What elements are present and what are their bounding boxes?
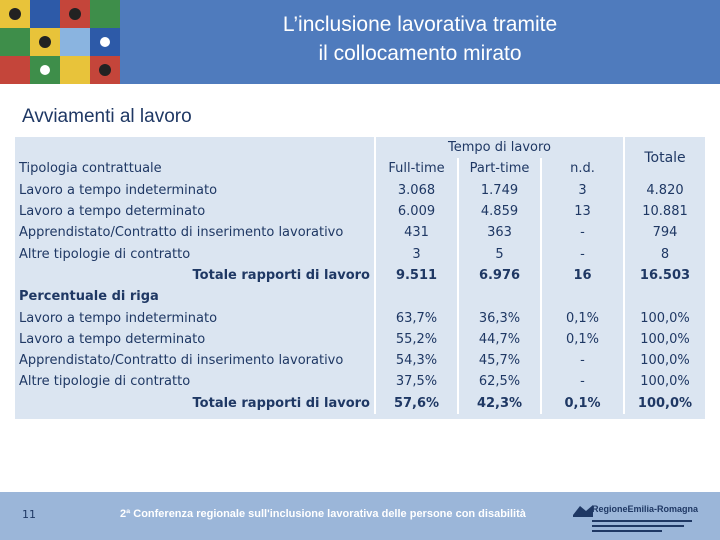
title-line-1: L’inclusione lavorativa tramite	[282, 13, 558, 36]
table-row: Apprendistato/Contratto di inserimento l…	[15, 349, 705, 372]
percent-header-row: Percentuale di riga	[15, 286, 705, 308]
row-label: Lavoro a tempo indeterminato	[19, 182, 218, 198]
header-banner	[0, 0, 720, 84]
cell: 363	[457, 222, 541, 244]
cell: 100,0%	[623, 392, 705, 414]
cell: 100,0%	[623, 328, 705, 350]
table-header-row-1: Tempo di lavoro Totale	[15, 137, 705, 180]
cell: 55,2%	[374, 328, 458, 350]
row-label: Lavoro a tempo determinato	[19, 331, 206, 347]
cell: 100,0%	[623, 349, 705, 372]
region-logo	[570, 498, 700, 534]
cell: 6.009	[374, 200, 458, 223]
col-header-parttime: Part-time	[457, 158, 541, 180]
cell: 100,0%	[623, 371, 705, 393]
cell: -	[540, 371, 624, 393]
cell: 63,7%	[374, 307, 458, 329]
percent-header: Percentuale di riga	[19, 289, 159, 305]
data-table: Tempo di lavoro Totale Tipologia contrat…	[15, 137, 705, 414]
total-label: Totale rapporti di lavoro	[192, 267, 370, 283]
cell: 3.068	[374, 179, 458, 201]
cell: 8	[623, 243, 705, 265]
total-row: Totale rapporti di lavoro 57,6% 42,3% 0,…	[15, 392, 705, 414]
cell: 54,3%	[374, 349, 458, 372]
row-label: Lavoro a tempo determinato	[19, 204, 206, 220]
table-row: Lavoro a tempo determinato 6.009 4.859 1…	[15, 200, 705, 223]
row-label: Altre tipologie di contratto	[19, 246, 191, 262]
cell: 3	[540, 179, 624, 201]
cell: 16	[540, 264, 624, 287]
total-header: Totale	[623, 137, 705, 180]
cell: 431	[374, 222, 458, 244]
table-header-row-2: Tipologia contrattuale Full-time Part-ti…	[15, 158, 705, 180]
cell: 4.859	[457, 200, 541, 223]
page-number: 11	[22, 508, 36, 521]
section-title: Avviamenti al lavoro	[22, 106, 192, 127]
conference-label: 2ª Conferenza regionale sull'inclusione …	[120, 508, 526, 520]
cell: 5	[457, 243, 541, 265]
table-row: Lavoro a tempo determinato 55,2% 44,7% 0…	[15, 328, 705, 350]
page-title: L’inclusione lavorativa tramite il collo…	[150, 10, 690, 68]
cell: 16.503	[623, 264, 705, 287]
cell: 36,3%	[457, 307, 541, 329]
cell: 0,1%	[540, 328, 624, 350]
cell: 44,7%	[457, 328, 541, 350]
cell: 6.976	[457, 264, 541, 287]
logo-subtext-lines	[592, 518, 700, 532]
cell: 57,6%	[374, 392, 458, 414]
table-row: Lavoro a tempo indeterminato 63,7% 36,3%…	[15, 307, 705, 329]
col-header-nd: n.d.	[540, 158, 624, 180]
cell: 794	[623, 222, 705, 244]
cell: 4.820	[623, 179, 705, 201]
cell: 37,5%	[374, 371, 458, 393]
table-row: Altre tipologie di contratto 37,5% 62,5%…	[15, 371, 705, 393]
col-header-fulltime: Full-time	[374, 158, 458, 180]
table-row: Lavoro a tempo indeterminato 3.068 1.749…	[15, 179, 705, 201]
total-label: Totale rapporti di lavoro	[192, 395, 370, 411]
group-header: Tempo di lavoro	[374, 137, 624, 159]
cell: 10.881	[623, 200, 705, 223]
row-label: Apprendistato/Contratto di inserimento l…	[19, 225, 344, 241]
table-row: Apprendistato/Contratto di inserimento l…	[15, 222, 705, 244]
cell: 0,1%	[540, 392, 624, 414]
cell: 1.749	[457, 179, 541, 201]
logo-text: RegioneEmilia-Romagna	[592, 504, 699, 514]
total-row: Totale rapporti di lavoro 9.511 6.976 16…	[15, 264, 705, 287]
row-label-header: Tipologia contrattuale	[19, 161, 162, 177]
row-label: Lavoro a tempo indeterminato	[19, 310, 218, 326]
cell: 0,1%	[540, 307, 624, 329]
cell: 42,3%	[457, 392, 541, 414]
row-label: Altre tipologie di contratto	[19, 374, 191, 390]
cell: 13	[540, 200, 624, 223]
cell: 62,5%	[457, 371, 541, 393]
collage-image	[0, 0, 120, 84]
cell: -	[540, 222, 624, 244]
cell: -	[540, 349, 624, 372]
cell: 3	[374, 243, 458, 265]
cell: 9.511	[374, 264, 458, 287]
cell: 100,0%	[623, 307, 705, 329]
cell: -	[540, 243, 624, 265]
title-line-2: il collocamento mirato	[318, 42, 522, 65]
cell: 45,7%	[457, 349, 541, 372]
table-row: Altre tipologie di contratto 3 5 - 8	[15, 243, 705, 265]
row-label: Apprendistato/Contratto di inserimento l…	[19, 353, 344, 369]
